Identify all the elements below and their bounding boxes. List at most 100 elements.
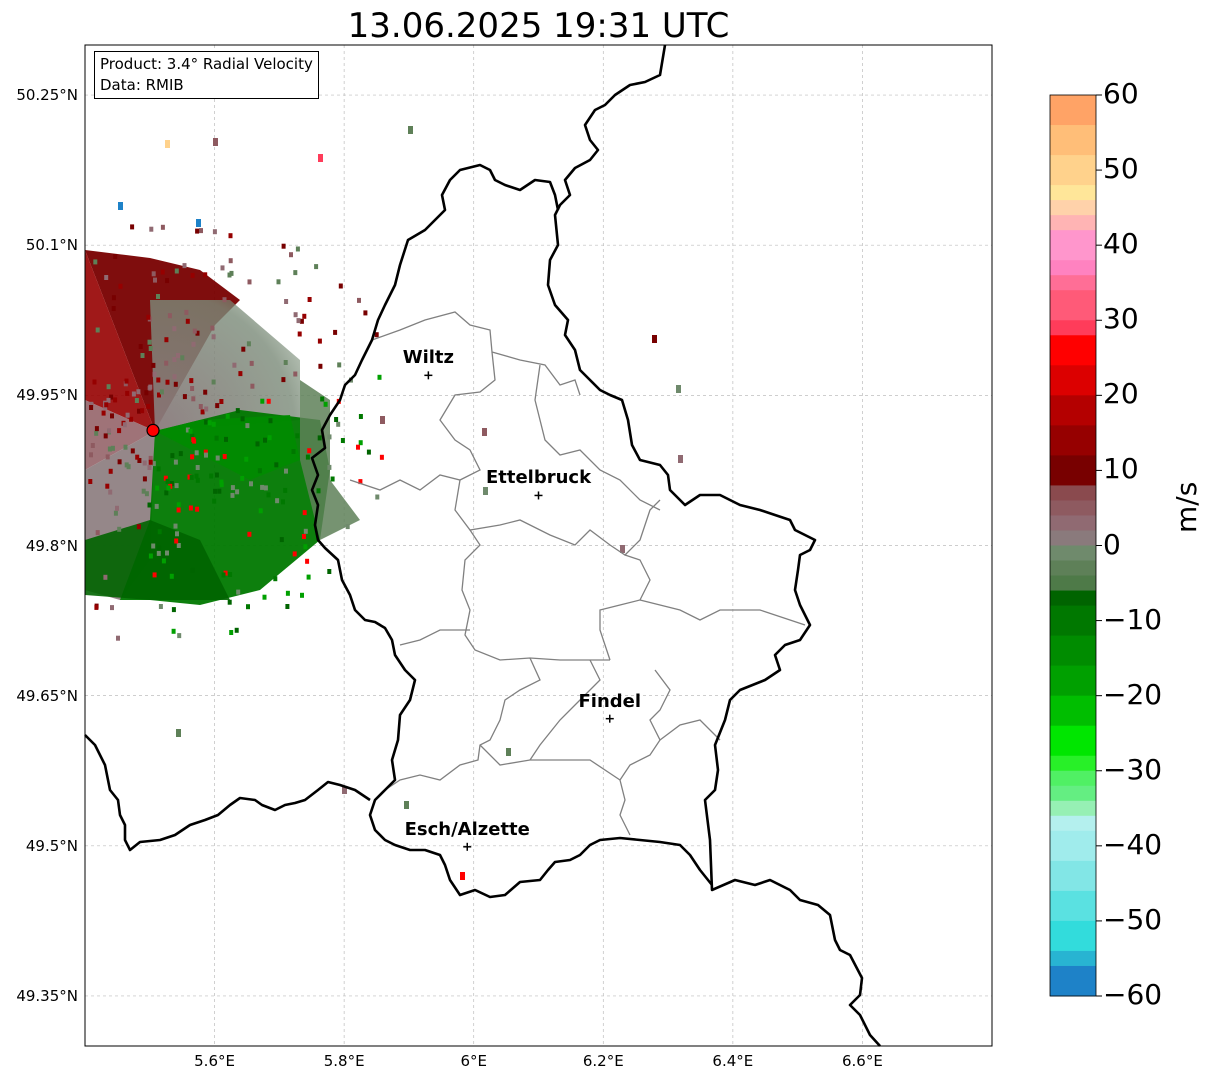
echo-pixel: [136, 524, 141, 530]
echo-pixel: [146, 403, 151, 409]
echo-pixel: [142, 460, 147, 466]
echo-pixel: [164, 490, 169, 496]
echo-pixel: [156, 550, 161, 556]
echo-pixel: [123, 444, 128, 450]
echo-pixel: [190, 386, 195, 391]
echo-pixel: [204, 419, 209, 425]
echo-pixel: [175, 531, 179, 537]
colorbar-segment: [1050, 800, 1096, 817]
echo-pixel: [111, 306, 116, 311]
echo-pixel: [229, 630, 234, 635]
echo-pixel: [200, 409, 205, 415]
echo-pixel: [113, 510, 118, 516]
echo-pixel: [209, 473, 214, 479]
echo-pixel: [260, 398, 265, 404]
colorbar-segment: [1050, 830, 1096, 862]
echo-pixel: [305, 558, 310, 564]
echo-pixel: [105, 454, 110, 460]
echo-pixel: [327, 569, 332, 574]
echo-pixel: [188, 428, 193, 434]
echo-pixel: [173, 381, 178, 387]
echo-pixel: [363, 310, 368, 316]
echo-pixel: [263, 485, 268, 491]
echo-pixel: [408, 126, 413, 134]
echo-pixel: [160, 269, 165, 275]
echo-pixel: [238, 371, 243, 377]
echo-pixel: [267, 435, 272, 441]
echo-pixel: [117, 459, 122, 465]
echo-pixel: [228, 233, 233, 239]
echo-pixel: [103, 433, 108, 439]
echo-pixel: [130, 448, 135, 454]
echo-pixel: [106, 384, 111, 390]
echo-pixel: [225, 413, 230, 419]
echo-pixel: [190, 454, 195, 460]
echo-pixel: [293, 270, 298, 276]
echo-pixel: [144, 491, 149, 497]
colorbar-tick-label: 60: [1103, 77, 1139, 110]
echo-pixel: [118, 202, 123, 210]
echo-pixel: [192, 328, 197, 334]
echo-pixel: [138, 344, 143, 349]
colorbar-segment: [1050, 365, 1096, 396]
echo-pixel: [224, 436, 228, 442]
echo-pixel: [234, 627, 239, 633]
echo-pixel: [379, 454, 384, 460]
echo-pixel: [227, 599, 232, 605]
colorbar-tick-label: −10: [1103, 602, 1163, 636]
echo-pixel: [165, 550, 169, 556]
echo-pixel: [281, 377, 286, 383]
echo-pixel: [482, 428, 487, 436]
echo-pixel: [164, 337, 169, 343]
echo-pixel: [189, 378, 194, 384]
colorbar-tick-label: −50: [1103, 902, 1163, 936]
colorbar-segment: [1050, 635, 1096, 667]
echo-pixel: [148, 455, 153, 461]
radar-site-marker: [146, 423, 160, 437]
echo-pixel: [358, 479, 363, 485]
echo-pixel: [151, 362, 156, 368]
echo-pixel: [164, 360, 169, 366]
colorbar-tick-label: 40: [1103, 227, 1139, 261]
echo-pixel: [171, 607, 176, 613]
echo-pixel: [129, 416, 134, 422]
echo-pixel: [94, 430, 99, 436]
colorbar-segment: [1050, 455, 1096, 486]
echo-pixel: [187, 474, 192, 480]
echo-pixel: [105, 483, 110, 489]
echo-pixel: [249, 360, 254, 366]
echo-pixel: [296, 318, 301, 324]
echo-pixel: [211, 421, 216, 427]
echo-pixel: [190, 433, 195, 439]
echo-pixel: [273, 576, 278, 582]
echo-pixel: [317, 338, 322, 344]
echo-pixel: [184, 309, 189, 315]
echo-pixel: [116, 635, 120, 641]
echo-pixel: [117, 526, 122, 532]
echo-pixel: [152, 371, 157, 377]
echo-pixel: [281, 243, 286, 249]
echo-pixel: [174, 483, 179, 489]
echo-pixel: [123, 381, 128, 387]
echo-pixel: [194, 473, 199, 479]
echo-pixel: [176, 543, 181, 548]
echo-pixel: [249, 481, 253, 487]
echo-pixel: [93, 259, 98, 265]
echo-pixel: [306, 574, 311, 580]
city-label: Findel: [578, 690, 642, 712]
echo-pixel: [176, 353, 180, 358]
echo-pixel: [165, 379, 170, 385]
echo-pixel: [247, 279, 252, 285]
echo-pixel: [163, 475, 168, 481]
echo-pixel: [292, 551, 297, 557]
echo-pixel: [199, 228, 203, 234]
colorbar-tick-label: −20: [1103, 677, 1163, 711]
echo-pixel: [330, 476, 335, 482]
colorbar-segment: [1050, 860, 1096, 892]
echo-pixel: [151, 461, 156, 467]
echo-pixel: [314, 264, 319, 270]
echo-pixel: [94, 604, 99, 610]
echo-pixel: [250, 383, 255, 389]
echo-pixel: [176, 729, 181, 737]
echo-pixel: [652, 335, 657, 343]
